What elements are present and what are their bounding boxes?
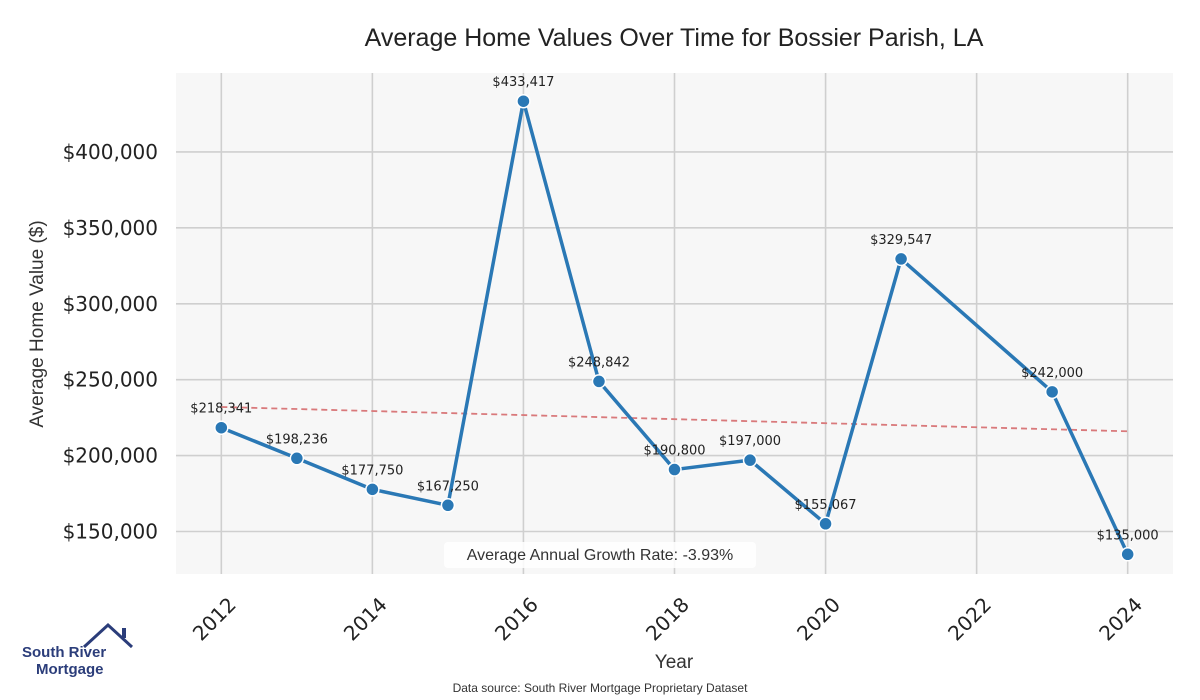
company-logo: South River Mortgage	[22, 622, 134, 682]
data-label: $197,000	[719, 434, 781, 449]
data-point	[1120, 547, 1135, 562]
chart-title: Average Home Values Over Time for Bossie…	[365, 24, 984, 52]
data-label: $167,250	[417, 479, 479, 494]
logo-text-line1: South River	[22, 644, 107, 661]
data-point	[742, 452, 758, 468]
data-label: $155,067	[795, 498, 857, 513]
data-label: $218,341	[190, 402, 252, 417]
growth-annotation-box	[444, 542, 756, 568]
x-tick-label: 2016	[490, 592, 543, 645]
y-axis-label: Average Home Value ($)	[27, 220, 48, 427]
x-tick-label: 2014	[339, 592, 392, 645]
data-point	[440, 498, 456, 513]
house-icon	[82, 622, 134, 649]
x-tick-label: 2020	[792, 592, 845, 645]
data-label: $198,236	[266, 432, 328, 447]
data-label: $329,547	[870, 233, 932, 248]
data-point	[1044, 384, 1060, 400]
data-label: $248,842	[568, 355, 630, 370]
data-point	[214, 420, 229, 435]
data-point	[516, 93, 531, 109]
data-labels: $218,341 $198,236 $177,750 $167,250 $433,417…	[190, 75, 1158, 543]
y-tick-label: $150,000	[63, 519, 158, 543]
data-label: $242,000	[1021, 366, 1083, 381]
x-axis-label: Year	[655, 652, 694, 673]
y-tick-label: $350,000	[63, 216, 158, 240]
growth-annotation: Average Annual Growth Rate: -3.93%	[444, 542, 756, 568]
data-source-note: Data source: South River Mortgage Propri…	[452, 681, 748, 695]
data-label: $190,800	[643, 444, 705, 459]
data-point	[591, 374, 607, 389]
data-label: $177,750	[341, 463, 403, 478]
logo-text-line2: Mortgage	[36, 661, 104, 678]
data-point	[667, 462, 682, 477]
data-point	[893, 251, 909, 267]
x-tick-label: 2018	[641, 592, 694, 645]
grid	[176, 73, 1173, 574]
data-points	[214, 93, 1135, 562]
y-tick-label: $300,000	[63, 292, 158, 316]
trend-line	[221, 406, 1128, 433]
data-point	[365, 482, 380, 497]
x-tick-label: 2012	[188, 592, 241, 645]
x-tick-label: 2022	[943, 592, 996, 645]
data-point	[818, 516, 833, 532]
y-tick-label: $200,000	[63, 444, 158, 468]
growth-annotation-text: Average Annual Growth Rate: -3.93%	[467, 547, 734, 564]
y-tick-label: $250,000	[63, 368, 158, 392]
series-line	[220, 99, 1130, 556]
data-label: $135,000	[1097, 528, 1159, 543]
y-tick-label: $400,000	[63, 140, 158, 164]
data-label: $433,417	[492, 75, 554, 90]
x-tick-label: 2024	[1094, 592, 1147, 645]
data-point	[289, 451, 305, 466]
